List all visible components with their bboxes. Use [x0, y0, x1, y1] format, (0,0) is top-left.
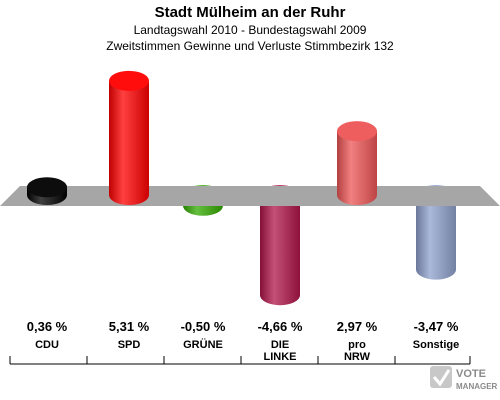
bar-4: [337, 121, 377, 205]
bar-body: [337, 131, 377, 205]
category-label-3-1: LINKE: [264, 351, 297, 363]
value-label-1: 5,31 %: [109, 319, 150, 334]
bar-body: [260, 195, 300, 306]
bar-body: [416, 195, 457, 280]
value-label-2: -0,50 %: [181, 319, 226, 334]
zero-baseline-plane: [0, 186, 500, 206]
bar-cap: [109, 70, 149, 91]
baseline-plane-shape: [0, 186, 500, 206]
value-label-3: -4,66 %: [258, 319, 303, 334]
category-label-3-0: DIE: [271, 339, 289, 351]
vote-manager-line2: MANAGER: [456, 382, 498, 391]
bar-cap: [27, 177, 67, 198]
category-label-0-0: CDU: [35, 339, 59, 351]
vote-manager-icon: [430, 366, 452, 388]
vote-manager-logo: VOTE MANAGER: [430, 366, 498, 391]
bars-above-baseline: [27, 70, 377, 205]
category-label-5-0: Sonstige: [413, 339, 459, 351]
category-label-2-0: GRÜNE: [183, 338, 223, 351]
category-label-4-0: pro: [348, 339, 366, 351]
value-label-4: 2,97 %: [337, 319, 378, 334]
value-label-0: 0,36 %: [27, 319, 68, 334]
category-label-1-0: SPD: [118, 339, 141, 351]
chart-title: Stadt Mülheim an der Ruhr: [154, 4, 346, 21]
chart-subtitle-2: Zweitstimmen Gewinne und Verluste Stimmb…: [106, 39, 394, 53]
bar-0: [27, 177, 67, 205]
bar-cap: [337, 121, 377, 142]
category-label-4-1: NRW: [344, 351, 371, 363]
bar-body: [109, 80, 149, 205]
chart-subtitle-1: Landtagswahl 2010 - Bundestagswahl 2009: [133, 23, 367, 37]
vote-manager-line1: VOTE: [456, 368, 486, 380]
value-labels: 0,36 % 5,31 % -0,50 % -4,66 % 2,97 % -3,47 %: [27, 319, 459, 334]
value-label-5: -3,47 %: [414, 319, 459, 334]
bar-1: [109, 70, 149, 205]
